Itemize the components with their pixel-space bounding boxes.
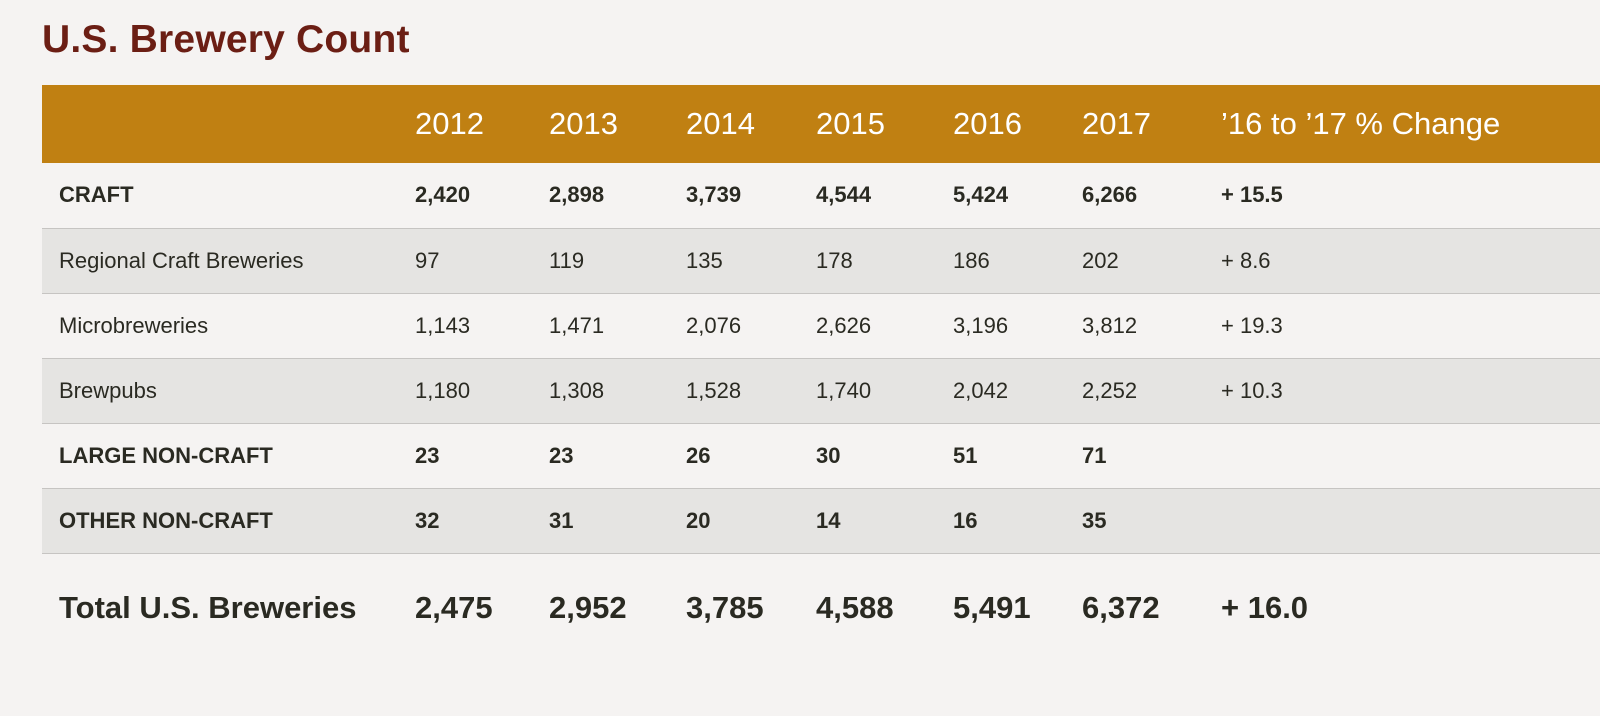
cell-2017: 6,266 <box>1082 182 1138 208</box>
cell-2016: 16 <box>953 507 978 533</box>
cell-2013: 1,308 <box>549 377 605 403</box>
cell-2017: 2,252 <box>1082 377 1138 403</box>
cell-2012: 97 <box>415 247 440 273</box>
cell-2015: 178 <box>816 247 853 273</box>
header-cell-2016: 2016 <box>953 106 1022 141</box>
cell-2013: 119 <box>549 247 585 273</box>
cell-2012: 2,420 <box>415 182 471 208</box>
cell-2013: 2,952 <box>549 590 627 626</box>
table-row-other-non-craft: OTHER NON-CRAFT 32 31 20 14 16 35 <box>42 488 1600 553</box>
cell-2013: 31 <box>549 507 574 533</box>
cell-2015: 14 <box>816 507 841 533</box>
header-cell-pct-change: ’16 to ’17 % Change <box>1221 106 1501 141</box>
cell-pct-change: + 10.3 <box>1221 377 1283 403</box>
row-label: Regional Craft Breweries <box>59 247 304 273</box>
row-label: Microbreweries <box>59 312 209 338</box>
cell-2015: 2,626 <box>816 312 872 338</box>
header-cell-2017: 2017 <box>1082 106 1151 141</box>
cell-pct-change: + 15.5 <box>1221 182 1283 208</box>
cell-2016: 2,042 <box>953 377 1009 403</box>
cell-2013: 2,898 <box>549 182 605 208</box>
cell-2013: 23 <box>549 442 574 468</box>
cell-pct-change: + 19.3 <box>1221 312 1283 338</box>
row-label: Total U.S. Breweries <box>59 590 357 626</box>
row-label: CRAFT <box>59 182 134 208</box>
table-header-row: 2012 2013 2014 2015 2016 2017 ’16 to ’17… <box>42 85 1600 163</box>
cell-2014: 20 <box>686 507 711 533</box>
cell-2017: 35 <box>1082 507 1107 533</box>
cell-2015: 30 <box>816 442 841 468</box>
table-row-regional-craft: Regional Craft Breweries 97 119 135 178 … <box>42 228 1600 293</box>
cell-2013: 1,471 <box>549 312 605 338</box>
table-row-total: Total U.S. Breweries 2,475 2,952 3,785 4… <box>42 553 1600 659</box>
cell-2014: 2,076 <box>686 312 742 338</box>
cell-2017: 3,812 <box>1082 312 1138 338</box>
cell-2017: 202 <box>1082 247 1119 273</box>
table-row-large-non-craft: LARGE NON-CRAFT 23 23 26 30 51 71 <box>42 423 1600 488</box>
cell-2016: 5,424 <box>953 182 1009 208</box>
cell-2012: 2,475 <box>415 590 493 626</box>
row-label: Brewpubs <box>59 377 157 403</box>
brewery-count-table: 2012 2013 2014 2015 2016 2017 ’16 to ’17… <box>42 85 1600 659</box>
header-cell-2013: 2013 <box>549 106 618 141</box>
cell-2015: 1,740 <box>816 377 872 403</box>
cell-2014: 1,528 <box>686 377 742 403</box>
table-row-brewpubs: Brewpubs 1,180 1,308 1,528 1,740 2,042 2… <box>42 358 1600 423</box>
cell-pct-change: + 16.0 <box>1221 590 1309 626</box>
cell-2017: 6,372 <box>1082 590 1160 626</box>
row-label: LARGE NON-CRAFT <box>59 442 273 468</box>
cell-2016: 186 <box>953 247 990 273</box>
cell-pct-change: + 8.6 <box>1221 247 1271 273</box>
page-title: U.S. Brewery Count <box>42 18 410 61</box>
header-cell-label <box>42 85 415 163</box>
cell-2015: 4,544 <box>816 182 872 208</box>
cell-2014: 3,785 <box>686 590 764 626</box>
cell-2014: 135 <box>686 247 723 273</box>
cell-pct-change <box>1221 423 1600 488</box>
cell-2012: 32 <box>415 507 440 533</box>
cell-2012: 1,180 <box>415 377 471 403</box>
header-cell-2014: 2014 <box>686 106 755 141</box>
cell-2014: 26 <box>686 442 711 468</box>
table-row-craft: CRAFT 2,420 2,898 3,739 4,544 5,424 6,26… <box>42 163 1600 228</box>
cell-2014: 3,739 <box>686 182 742 208</box>
cell-2016: 3,196 <box>953 312 1009 338</box>
cell-2016: 5,491 <box>953 590 1031 626</box>
cell-2017: 71 <box>1082 442 1107 468</box>
header-cell-2015: 2015 <box>816 106 885 141</box>
table-row-microbreweries: Microbreweries 1,143 1,471 2,076 2,626 3… <box>42 293 1600 358</box>
cell-2015: 4,588 <box>816 590 894 626</box>
cell-pct-change <box>1221 488 1600 553</box>
cell-2012: 23 <box>415 442 440 468</box>
cell-2012: 1,143 <box>415 312 471 338</box>
header-cell-2012: 2012 <box>415 106 484 141</box>
row-label: OTHER NON-CRAFT <box>59 507 273 533</box>
cell-2016: 51 <box>953 442 978 468</box>
